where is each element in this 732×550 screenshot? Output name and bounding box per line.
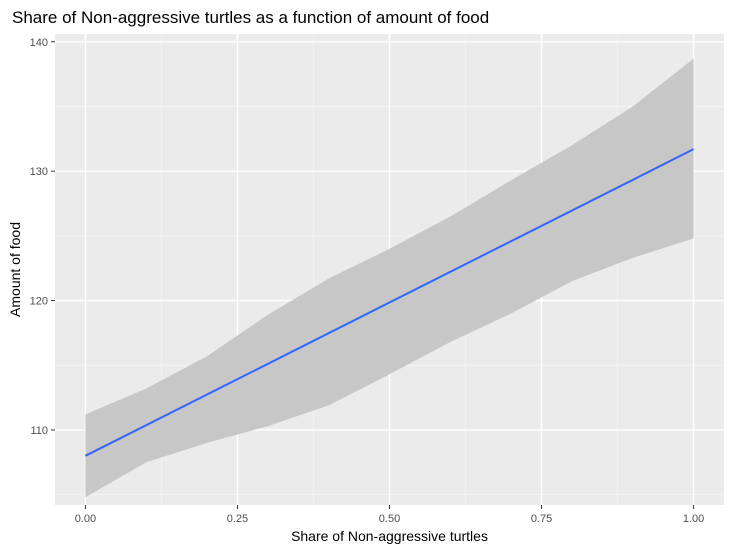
y-tick-label: 110: [30, 425, 48, 437]
y-axis: 110 120 130 140: [30, 37, 55, 437]
x-axis-title: Share of Non-aggressive turtles: [291, 528, 488, 544]
x-tick-label: 0.00: [75, 513, 96, 525]
x-tick-label: 0.25: [227, 513, 248, 525]
y-tick-label: 130: [30, 166, 48, 178]
chart-title: Share of Non-aggressive turtles as a fun…: [12, 8, 489, 27]
y-axis-title: Amount of food: [7, 222, 23, 317]
x-tick-label: 0.75: [531, 513, 552, 525]
x-axis: 0.00 0.25 0.50 0.75 1.00: [75, 505, 704, 525]
y-tick-label: 120: [30, 296, 48, 308]
x-tick-label: 1.00: [683, 513, 704, 525]
y-tick-label: 140: [30, 37, 48, 49]
x-tick-label: 0.50: [379, 513, 400, 525]
confidence-band: [85, 58, 694, 498]
fit-line: [84, 148, 695, 457]
